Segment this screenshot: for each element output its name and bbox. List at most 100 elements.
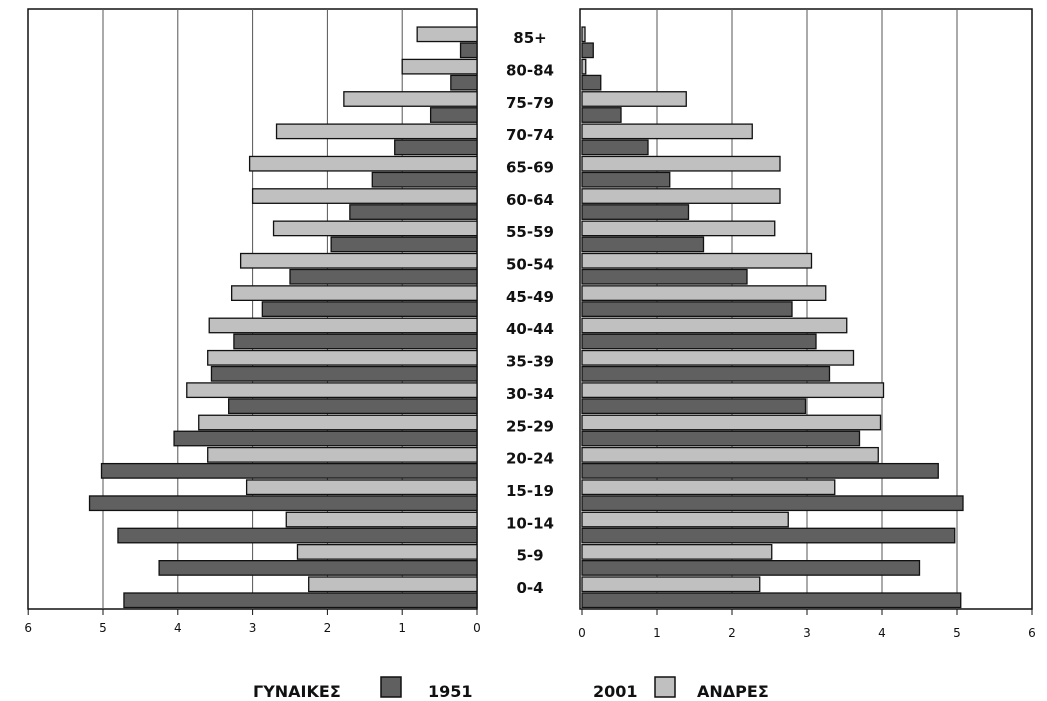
right-tick-label: 0 (578, 626, 586, 640)
men-bar-1951-25-29 (581, 430, 861, 447)
right-tick-label: 4 (878, 626, 886, 640)
men-bar-2001-75-79 (581, 91, 687, 107)
women-bar-2001-25-29 (198, 414, 478, 431)
women-bar-1951-20-24 (100, 462, 478, 479)
women-bar-2001-65-69 (248, 155, 478, 172)
women-bar-2001-0-4 (308, 576, 478, 593)
women-bar-1951-70-74 (394, 139, 478, 156)
age-label-10-14: 10-14 (506, 514, 554, 532)
right-bars (581, 26, 964, 609)
women-bar-2001-85+ (416, 26, 478, 43)
right-tick-label: 5 (953, 626, 961, 640)
age-label-40-44: 40-44 (506, 320, 554, 338)
age-label-65-69: 65-69 (506, 158, 554, 176)
age-label-50-54: 50-54 (506, 256, 554, 274)
right-tick-label: 6 (1028, 626, 1036, 640)
men-bar-1951-20-24 (581, 462, 939, 479)
men-bar-1951-75-79 (581, 107, 622, 123)
age-label-5-9: 5-9 (516, 547, 543, 565)
women-bar-2001-40-44 (208, 317, 478, 334)
women-bar-1951-65-69 (371, 171, 478, 188)
women-bar-1951-45-49 (261, 301, 478, 318)
left-tick-label: 5 (99, 621, 107, 635)
age-label-35-39: 35-39 (506, 353, 554, 371)
age-label-60-64: 60-64 (506, 191, 554, 209)
right-tick-label: 2 (728, 626, 736, 640)
age-label-85+: 85+ (513, 29, 546, 47)
men-bar-1951-80-84 (581, 74, 602, 91)
men-bar-2001-10-14 (581, 511, 789, 528)
men-bar-1951-65-69 (581, 171, 671, 188)
age-label-80-84: 80-84 (506, 61, 554, 79)
women-bar-2001-10-14 (285, 511, 478, 528)
men-bar-1951-35-39 (581, 365, 831, 382)
left-tick-label: 0 (473, 621, 481, 635)
left-tick-label: 3 (249, 621, 257, 635)
men-bar-2001-45-49 (581, 285, 827, 302)
right-tick-label: 3 (803, 626, 811, 640)
women-bar-2001-30-34 (186, 382, 478, 399)
left-tick-label: 6 (24, 621, 32, 635)
men-bar-1951-55-59 (581, 236, 705, 253)
men-bar-2001-35-39 (581, 349, 855, 366)
women-bar-2001-80-84 (401, 58, 478, 75)
men-bar-1951-50-54 (581, 268, 748, 285)
women-bar-1951-25-29 (173, 430, 478, 447)
men-bar-1951-70-74 (581, 139, 649, 156)
legend-swatch-1951 (380, 676, 402, 698)
women-bar-1951-40-44 (233, 333, 478, 350)
women-bar-2001-60-64 (251, 188, 478, 204)
men-bar-2001-65-69 (581, 155, 781, 172)
men-bar-1951-10-14 (581, 527, 956, 544)
men-bar-2001-60-64 (581, 188, 781, 204)
left-tick-label: 2 (324, 621, 332, 635)
men-bar-2001-25-29 (581, 414, 882, 431)
men-bar-1951-85+ (581, 42, 594, 59)
age-label-25-29: 25-29 (506, 417, 554, 435)
men-bar-2001-30-34 (581, 382, 885, 399)
men-bar-1951-5-9 (581, 560, 921, 576)
women-bar-2001-15-19 (245, 479, 478, 496)
legend-2001-label: 2001 (593, 682, 638, 701)
women-bar-1951-0-4 (123, 592, 478, 609)
age-label-55-59: 55-59 (506, 223, 554, 241)
women-bar-1951-80-84 (450, 74, 478, 91)
age-label-15-19: 15-19 (506, 482, 554, 500)
women-bar-2001-45-49 (231, 285, 478, 302)
right-tick-labels: 0 1 2 3 4 5 6 (578, 626, 1036, 640)
women-bar-2001-75-79 (343, 91, 478, 107)
women-bar-1951-30-34 (228, 398, 478, 415)
women-bar-1951-5-9 (158, 560, 478, 576)
women-bar-1951-15-19 (88, 495, 478, 512)
women-bar-1951-85+ (459, 42, 478, 59)
right-tick-label: 1 (653, 626, 661, 640)
men-bar-1951-0-4 (581, 592, 962, 609)
age-label-0-4: 0-4 (516, 579, 543, 597)
legend: ΓΥΝΑΙΚΕΣ 1951 2001 ΑΝΔΡΕΣ (253, 676, 769, 701)
men-bar-2001-40-44 (581, 317, 848, 334)
women-bar-1951-60-64 (349, 204, 478, 220)
men-bar-1951-45-49 (581, 301, 793, 318)
legend-swatch-2001 (654, 676, 676, 698)
women-bar-1951-10-14 (117, 527, 478, 544)
age-group-labels: 0-4 5-9 10-14 15-19 20-24 25-29 30-34 35-39 40-4… (506, 29, 554, 597)
men-bar-1951-60-64 (581, 204, 690, 220)
women-bar-2001-20-24 (207, 446, 478, 463)
men-bar-2001-20-24 (581, 446, 879, 463)
women-bar-1951-50-54 (289, 268, 478, 285)
left-tick-label: 1 (398, 621, 406, 635)
men-bar-2001-55-59 (581, 220, 776, 237)
left-tick-label: 4 (174, 621, 182, 635)
women-bar-1951-55-59 (330, 236, 478, 253)
men-bar-2001-50-54 (581, 252, 813, 269)
men-bar-2001-15-19 (581, 479, 836, 496)
women-bar-2001-55-59 (272, 220, 478, 237)
women-bar-2001-50-54 (239, 252, 478, 269)
age-label-45-49: 45-49 (506, 288, 554, 306)
men-bar-2001-0-4 (581, 576, 761, 593)
left-tick-labels: 0 1 2 3 4 5 6 (24, 621, 480, 635)
women-bar-2001-35-39 (207, 349, 478, 366)
women-bar-1951-75-79 (429, 107, 478, 123)
men-bar-1951-15-19 (581, 495, 964, 512)
age-label-20-24: 20-24 (506, 450, 554, 468)
